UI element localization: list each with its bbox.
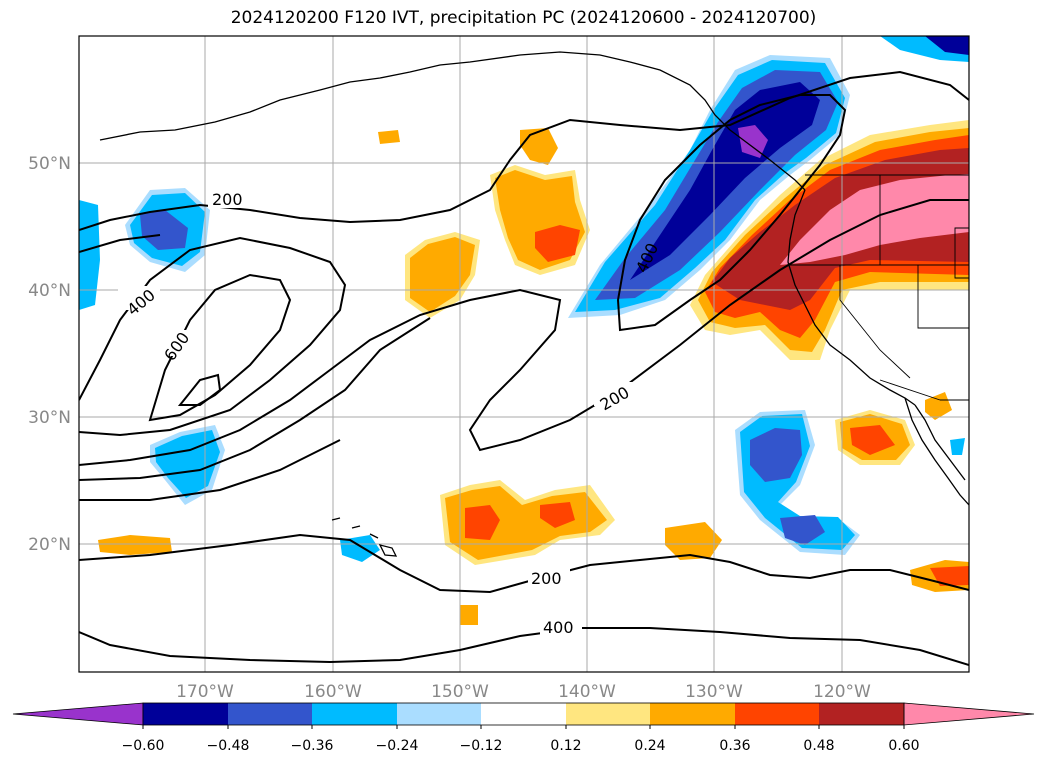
us-west-coast — [787, 189, 916, 406]
colorbar-segment — [312, 703, 397, 725]
lat-tick-label: 20°N — [28, 535, 71, 555]
hawaii-islands — [331, 517, 398, 557]
lon-tick-label: 160°W — [304, 682, 362, 702]
coastlines — [99, 51, 969, 557]
neg-band-dark — [630, 82, 820, 280]
lon-ticks: 170°W 160°W 150°W 140°W 130°W 120°W — [176, 682, 871, 702]
contour-400-south — [79, 627, 969, 666]
colorbar-segment — [566, 703, 650, 725]
colorbar-tick-label: 0.60 — [888, 738, 919, 754]
state-borders — [790, 174, 969, 401]
contour-outer-south1 — [79, 317, 431, 481]
colorbar-segment — [481, 703, 566, 725]
colorbar-tick-label: 0.48 — [803, 738, 834, 754]
colorbar-tick-label: −0.24 — [376, 738, 419, 754]
contour-label: 200 — [531, 569, 562, 588]
neg-blob-top-right-dark — [925, 36, 969, 55]
contour-outer-south2 — [79, 439, 341, 501]
blob-140w-red — [535, 225, 580, 262]
contour-200-mid — [79, 199, 969, 466]
colorbar-extend-low — [12, 702, 144, 726]
lon-tick-label: 120°W — [813, 682, 871, 702]
neg-blob-130w-dark — [750, 428, 802, 482]
lat-tick-label: 40°N — [28, 281, 71, 301]
colorbar-segment — [819, 703, 904, 725]
blob-135w — [665, 522, 722, 560]
contour-mid-upper — [79, 234, 161, 253]
colorbar: −0.60 −0.48 −0.36 −0.24 −0.12 0.12 0.24 … — [12, 702, 1035, 754]
contour-label: 200 — [212, 190, 243, 209]
colorbar-tick-label: −0.36 — [291, 738, 334, 754]
neg-band-purple — [738, 125, 768, 158]
baja-coast — [904, 397, 969, 506]
blob-subtrop-red2 — [540, 502, 575, 528]
lat-ticks: 50°N 40°N 30°N 20°N — [28, 154, 71, 555]
neg-blob-mexico — [950, 438, 965, 455]
colorbar-tick-label: 0.12 — [550, 738, 581, 754]
blob-150w-tiny — [460, 605, 478, 625]
contour-small — [177, 373, 222, 406]
colorbar-tick-label: −0.60 — [122, 738, 165, 754]
blob-150w — [410, 237, 475, 312]
neg-blob-hawaii — [340, 535, 380, 562]
neg-blob-130w-dark2 — [780, 515, 825, 545]
blob-110w-red — [930, 566, 969, 586]
colorbar-segment — [650, 703, 735, 725]
lon-tick-label: 150°W — [431, 682, 489, 702]
blob-175w — [98, 535, 172, 555]
blob-subtrop-red — [465, 505, 500, 540]
colorbar-segment — [397, 703, 481, 725]
colorbar-tick-label: −0.48 — [207, 738, 250, 754]
contour-label-group: 200 400 600 400 200 200 400 — [118, 188, 662, 637]
gulf-california — [914, 404, 966, 481]
colorbar-tick-label: −0.12 — [460, 738, 503, 754]
plot-frame — [78, 35, 970, 673]
alaska-coast — [99, 51, 731, 141]
contour-label: 400 — [543, 618, 574, 637]
lat-tick-label: 30°N — [28, 408, 71, 428]
blob-160w-small — [378, 130, 400, 144]
blob-145w-top — [520, 128, 558, 165]
contour-400-east — [616, 94, 847, 332]
lon-tick-label: 130°W — [685, 682, 743, 702]
contour-200-south — [79, 533, 969, 594]
neg-blob-170w — [155, 430, 220, 498]
lon-tick-label: 140°W — [558, 682, 616, 702]
colorbar-extend-high — [903, 702, 1035, 726]
blob-baja-red — [850, 425, 895, 455]
colorbar-segment — [143, 703, 228, 725]
lon-tick-label: 170°W — [176, 682, 234, 702]
bc-coast — [729, 129, 806, 191]
blob-cabo — [925, 392, 952, 420]
map-title: 2024120200 F120 IVT, precipitation PC (2… — [230, 8, 817, 28]
colorbar-segment — [735, 703, 819, 725]
colorbar-tick-label: 0.36 — [719, 738, 750, 754]
colorbar-segment — [228, 703, 312, 725]
neg-blob-175w-dark — [140, 210, 188, 250]
colorbar-tick-label: 0.24 — [634, 738, 665, 754]
lat-tick-label: 50°N — [28, 154, 71, 174]
